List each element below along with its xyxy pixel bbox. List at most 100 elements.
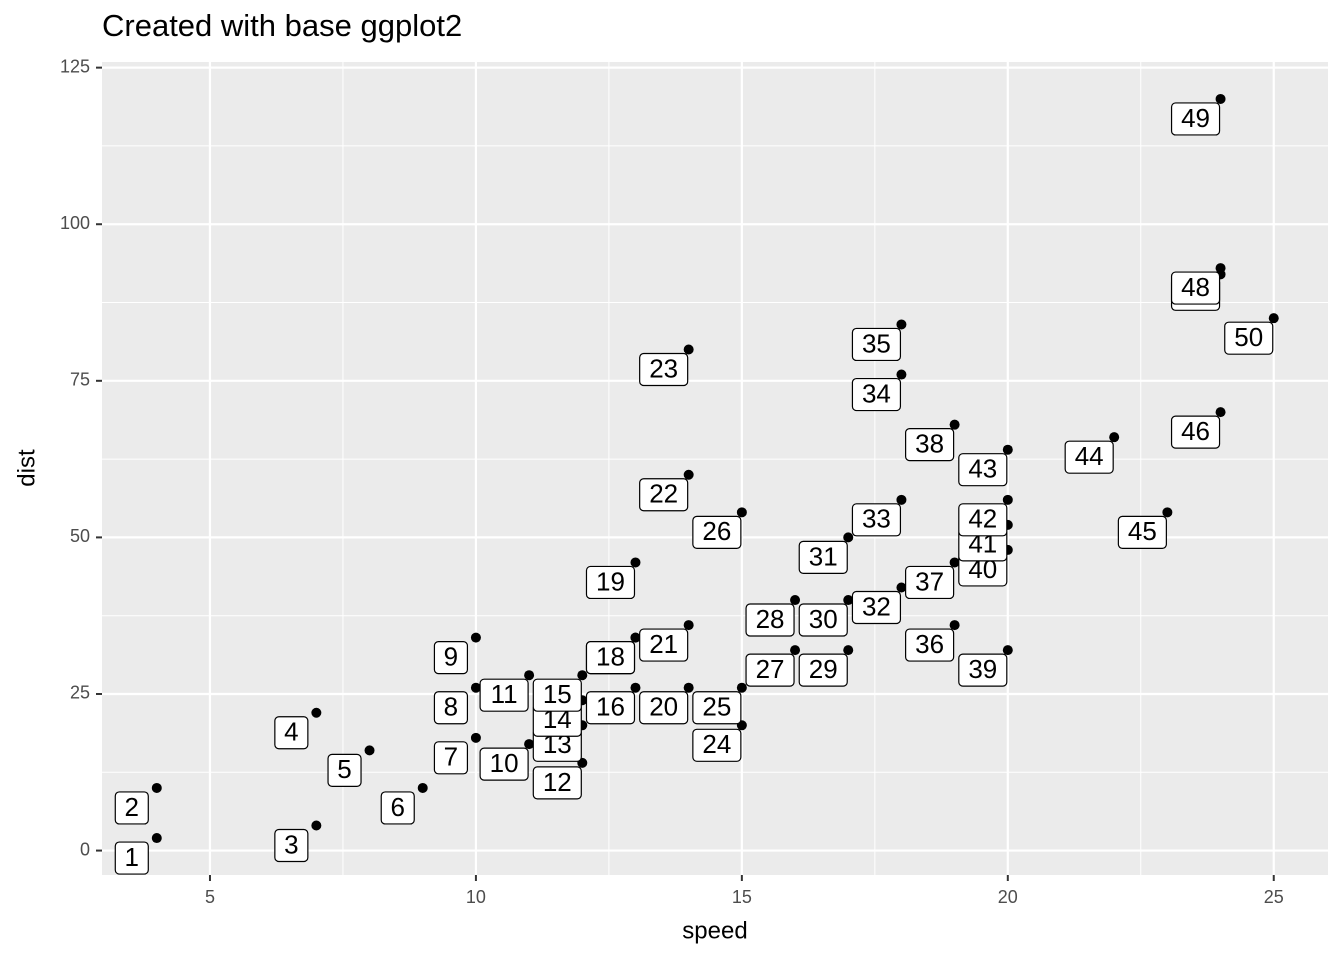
label-box — [798, 540, 848, 574]
label-box — [905, 428, 955, 462]
point — [1002, 645, 1013, 656]
label-text: 29 — [809, 654, 838, 684]
label-text: 35 — [862, 328, 891, 358]
point-label: 46 — [1170, 415, 1221, 449]
y-tick-label: 75 — [70, 370, 90, 390]
label-text: 23 — [649, 353, 678, 383]
label-text: 30 — [809, 604, 838, 634]
label-box — [905, 565, 955, 600]
label-box — [433, 641, 469, 675]
point — [417, 782, 428, 793]
point-label: 8 — [433, 691, 469, 725]
point — [524, 670, 535, 681]
label-box — [745, 653, 795, 687]
point-label: 12 — [532, 766, 582, 800]
point — [364, 745, 375, 756]
point-label: 39 — [958, 653, 1008, 687]
point-label: 27 — [745, 653, 795, 687]
point-label: 48 — [1170, 271, 1221, 305]
point-label: 30 — [798, 603, 848, 637]
label-box — [1170, 271, 1221, 305]
point — [843, 595, 854, 606]
point-label: 3 — [274, 828, 309, 863]
label-text: 44 — [1075, 441, 1104, 471]
label-box — [1224, 321, 1274, 355]
label-text: 34 — [862, 378, 891, 408]
label-text: 1 — [125, 842, 139, 872]
point — [790, 595, 801, 606]
point-label: 23 — [639, 352, 689, 387]
point-label: 31 — [798, 540, 848, 574]
y-tick-label: 50 — [70, 526, 90, 546]
point — [1162, 507, 1173, 518]
point-label: 20 — [639, 691, 689, 725]
point-label: 18 — [585, 641, 636, 675]
point — [843, 645, 854, 656]
point — [151, 782, 162, 793]
point-label: 43 — [958, 453, 1008, 487]
label-text: 19 — [596, 566, 625, 596]
label-box — [532, 678, 582, 712]
label-text: 38 — [915, 429, 944, 459]
point — [1109, 432, 1120, 443]
point — [1268, 313, 1279, 324]
label-box — [380, 791, 415, 825]
label-box — [745, 603, 795, 637]
label-box — [1064, 440, 1114, 474]
label-box — [274, 828, 309, 863]
label-text: 24 — [702, 729, 731, 759]
y-tick-label: 25 — [70, 683, 90, 703]
point-label: 28 — [745, 603, 795, 637]
label-text: 7 — [444, 742, 458, 772]
label-text: 33 — [862, 504, 891, 534]
point — [470, 632, 481, 643]
label-box — [327, 753, 362, 787]
label-text: 42 — [968, 504, 997, 534]
point-label: 7 — [433, 741, 469, 775]
label-box — [1117, 515, 1167, 549]
label-text: 16 — [596, 692, 625, 722]
label-box — [274, 716, 309, 750]
label-text: 39 — [968, 654, 997, 684]
point-label: 49 — [1170, 102, 1221, 136]
point-label: 36 — [905, 628, 955, 662]
x-axis-title: speed — [682, 917, 747, 944]
label-text: 50 — [1234, 322, 1263, 352]
label-box — [114, 791, 149, 825]
label-box — [905, 628, 955, 662]
x-tick-label: 20 — [998, 887, 1018, 907]
y-axis-title: dist — [13, 449, 40, 487]
point — [683, 682, 694, 693]
label-text: 20 — [649, 692, 678, 722]
label-text: 27 — [756, 654, 785, 684]
x-tick-label: 15 — [732, 887, 752, 907]
point-label: 32 — [851, 590, 902, 625]
point-label: 6 — [380, 791, 415, 825]
label-text: 43 — [968, 454, 997, 484]
y-tick-label: 100 — [60, 213, 90, 233]
point — [524, 739, 535, 750]
label-box — [585, 691, 636, 725]
label-text: 49 — [1181, 103, 1210, 133]
label-text: 10 — [490, 748, 519, 778]
label-box — [532, 766, 582, 800]
point — [949, 620, 960, 631]
label-box — [851, 327, 902, 362]
point-label: 5 — [327, 753, 362, 787]
point — [790, 645, 801, 656]
label-box — [798, 603, 848, 637]
label-text: 45 — [1128, 516, 1157, 546]
point-label: 42 — [958, 503, 1008, 537]
chart-title: Created with base ggplot2 — [102, 8, 462, 43]
point — [1215, 263, 1226, 274]
label-box — [851, 503, 902, 537]
label-box — [639, 628, 689, 662]
point — [630, 682, 641, 693]
point — [630, 632, 641, 643]
label-box — [114, 841, 149, 875]
point — [151, 833, 162, 844]
label-text: 9 — [444, 641, 458, 671]
point-label: 44 — [1064, 440, 1114, 474]
point-label: 25 — [692, 691, 742, 725]
